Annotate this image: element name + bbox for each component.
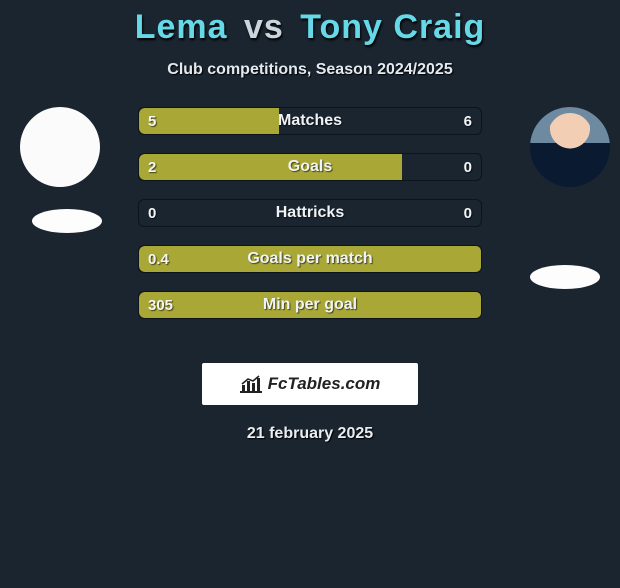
- player1-name: Lema: [135, 8, 228, 46]
- branding-badge: FcTables.com: [202, 363, 418, 405]
- stat-track: [138, 199, 482, 227]
- stat-track: [138, 291, 482, 319]
- stat-row: Goals per match0.4: [138, 245, 482, 273]
- stat-fill-left: [139, 108, 279, 134]
- subtitle: Club competitions, Season 2024/2025: [0, 61, 620, 79]
- stat-track: [138, 107, 482, 135]
- generated-date: 21 february 2025: [0, 425, 620, 443]
- branding-chart-icon: [240, 375, 262, 393]
- comparison-title: Lema vs Tony Craig: [0, 8, 620, 47]
- stat-row: Matches56: [138, 107, 482, 135]
- stat-track: [138, 153, 482, 181]
- player1-avatar: [20, 107, 100, 187]
- stat-fill-left: [139, 154, 402, 180]
- stat-fill-left: [139, 246, 481, 272]
- player1-club-logo: [32, 209, 102, 233]
- branding-text: FcTables.com: [268, 374, 381, 394]
- stat-fill-left: [139, 292, 481, 318]
- stat-row: Goals20: [138, 153, 482, 181]
- vs-text: vs: [244, 8, 284, 46]
- stat-bars: Matches56 Goals20 Hattricks00 Goals per mat…: [138, 107, 482, 337]
- comparison-chart: Matches56 Goals20 Hattricks00 Goals per mat…: [0, 107, 620, 347]
- stat-row: Min per goal305: [138, 291, 482, 319]
- stat-track: [138, 245, 482, 273]
- stat-row: Hattricks00: [138, 199, 482, 227]
- player2-name: Tony Craig: [300, 8, 485, 46]
- player2-club-logo: [530, 265, 600, 289]
- player2-avatar: [530, 107, 610, 187]
